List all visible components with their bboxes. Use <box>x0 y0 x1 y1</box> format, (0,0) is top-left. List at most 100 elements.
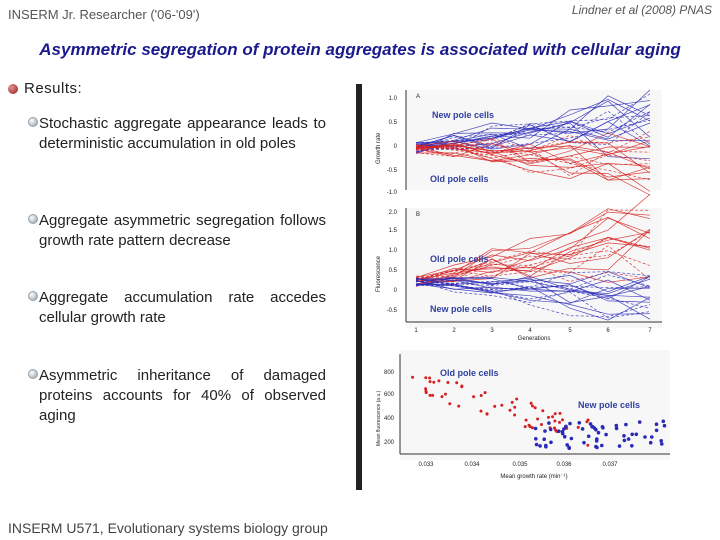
bullet-item: Aggregate asymmetric segregation follows… <box>28 211 326 251</box>
scatter-point <box>457 404 461 408</box>
scatter-point <box>513 413 517 417</box>
panel-c-ylabel: Mean fluorescence (a.u.) <box>376 390 382 446</box>
trace-line <box>415 283 651 321</box>
scatter-point <box>479 409 483 413</box>
scatter-point <box>565 443 569 447</box>
scatter-point <box>569 436 574 441</box>
scatter-point <box>588 422 593 426</box>
footer: INSERM U571, Evolutionary systems biolog… <box>8 520 328 536</box>
panel-b-xtick: 6 <box>606 328 610 334</box>
scatter-point <box>508 408 512 412</box>
panel-b-xtick: 7 <box>648 328 652 334</box>
trace-line <box>415 209 651 280</box>
trace-line <box>415 216 651 281</box>
scatter-point <box>582 440 586 445</box>
scatter-point <box>551 415 555 419</box>
trace-line <box>415 142 651 165</box>
panel-c-xticks: 0.033 0.034 0.035 0.036 0.037 <box>418 462 618 468</box>
scatter-point <box>558 411 562 415</box>
scatter-point <box>513 405 517 409</box>
trace-line <box>415 237 651 283</box>
scatter-point <box>531 426 534 430</box>
scatter-point <box>448 402 452 406</box>
scatter-point <box>549 440 553 445</box>
scatter-point <box>614 426 619 431</box>
trace-line <box>415 283 651 315</box>
trace-line <box>415 100 651 154</box>
panel-a-letter: A <box>416 94 420 100</box>
panel-a-ytick: 0 <box>394 144 398 150</box>
scatter-point <box>604 432 608 437</box>
trace-line <box>415 129 651 143</box>
scatter-point <box>630 444 634 448</box>
trace-line <box>415 208 651 282</box>
trace-line <box>415 89 651 144</box>
bullet-text: Asymmetric inheritance of damaged protei… <box>39 367 326 424</box>
scatter-point <box>483 391 487 395</box>
panel-b-ytick: 1.0 <box>389 248 398 254</box>
scatter-point <box>585 420 589 424</box>
scatter-point <box>560 431 565 436</box>
scatter-point <box>576 425 580 429</box>
slide-title: Asymmetric segregation of protein aggreg… <box>39 40 681 59</box>
scatter-point <box>524 418 528 422</box>
scatter-point <box>548 427 553 432</box>
panel-a-traces <box>415 89 651 196</box>
trace-line <box>415 145 651 196</box>
scatter-point <box>643 435 647 439</box>
scatter-point <box>527 423 531 427</box>
scatter-point <box>515 397 519 401</box>
trace-line <box>415 285 651 319</box>
trace-line <box>415 143 651 164</box>
scatter-point <box>543 429 547 433</box>
bullet-icon <box>28 291 38 301</box>
panel-a-ytick: 1.0 <box>389 96 398 102</box>
scatter-point <box>580 427 585 431</box>
scatter-point <box>622 438 627 443</box>
scatter-point <box>472 395 476 399</box>
scatter-point <box>553 419 557 423</box>
bullet-text: Stochastic aggregate appearance leads to… <box>39 115 326 152</box>
trace-line <box>415 146 651 181</box>
scatter-point <box>567 446 571 451</box>
panel-c-xtick: 0.036 <box>556 462 572 468</box>
scatter-point <box>624 422 628 427</box>
panel-a-ytick: -0.5 <box>387 168 398 174</box>
panel-c-new-label: New pole cells <box>578 400 640 410</box>
bullet-item: Asymmetric inheritance of damaged protei… <box>28 366 326 426</box>
scatter-point <box>534 442 539 447</box>
scatter-point <box>650 435 654 439</box>
scatter-point <box>634 432 639 437</box>
scatter-point <box>493 404 497 408</box>
panel-b-xtick: 3 <box>490 328 494 334</box>
trace-line <box>415 281 651 289</box>
scatter-point <box>538 444 542 448</box>
panel-a-new-label: New pole cells <box>432 110 494 120</box>
results-heading: Results: <box>8 80 82 97</box>
scatter-point <box>659 439 663 443</box>
trace-line <box>415 136 651 155</box>
scatter-point <box>446 381 450 384</box>
header-citation: Lindner et al (2008) PNAS <box>571 3 712 17</box>
trace-line <box>415 237 651 280</box>
trace-line <box>415 277 651 317</box>
scatter-point <box>544 444 548 449</box>
scatter-point <box>523 425 527 429</box>
figure-left-edge <box>356 84 362 490</box>
panel-b-xtick: 2 <box>452 328 456 334</box>
scatter-point <box>561 418 564 422</box>
bullet-item: Aggregate accumulation rate accedes cell… <box>28 288 326 328</box>
header-left: INSERM Jr. Researcher ('06-'09') <box>8 7 200 22</box>
trace-line <box>415 242 651 282</box>
panel-c-xtick: 0.034 <box>464 462 480 468</box>
scatter-point <box>614 423 619 428</box>
panel-b-ytick: -0.5 <box>387 308 398 314</box>
scatter-point <box>437 379 441 383</box>
scatter-point <box>428 393 432 397</box>
scatter-point <box>648 440 653 445</box>
panel-b-ytick: 0.5 <box>389 268 398 274</box>
scatter-point <box>654 428 659 433</box>
scatter-point <box>428 376 432 380</box>
scatter-point <box>485 412 489 416</box>
bullet-icon <box>28 214 38 224</box>
